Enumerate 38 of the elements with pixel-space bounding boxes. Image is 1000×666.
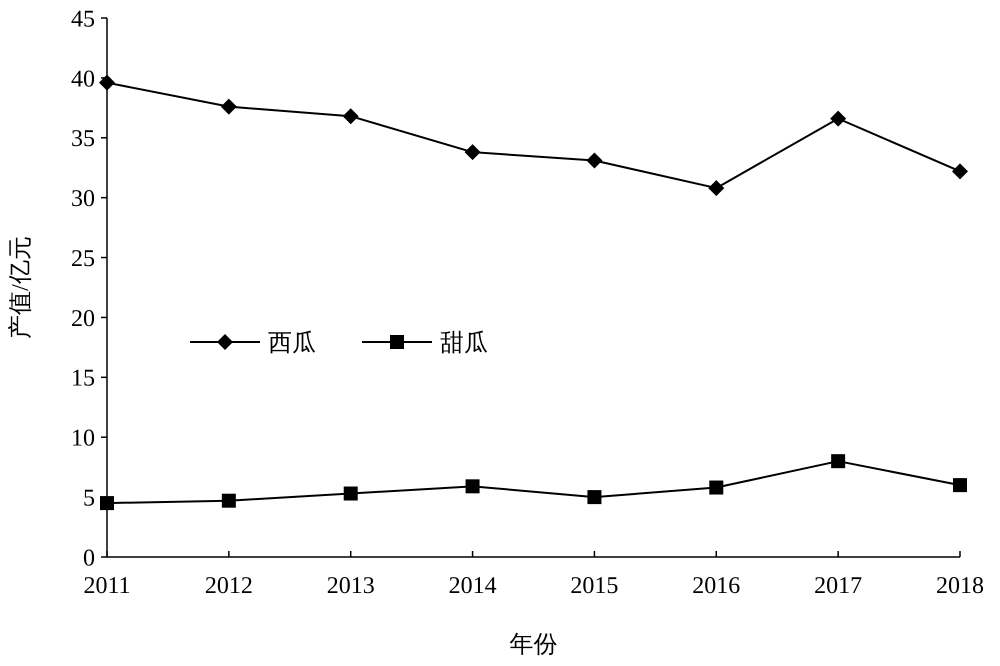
legend-label: 甜瓜 (440, 330, 488, 356)
x-tick-label: 2014 (448, 573, 497, 599)
y-tick-label: 35 (71, 126, 95, 152)
point (587, 490, 602, 504)
x-tick-label: 2018 (936, 573, 984, 599)
point (830, 110, 846, 127)
point (953, 478, 967, 492)
point (222, 494, 236, 508)
y-tick-label: 25 (71, 246, 95, 272)
y-tick-label: 45 (71, 6, 95, 32)
point (344, 486, 358, 501)
y-tick-label: 40 (71, 66, 95, 92)
point (952, 163, 968, 180)
point (831, 454, 846, 468)
x-tick-label: 2017 (814, 573, 862, 599)
x-axis-title: 年份 (510, 632, 558, 658)
legend-label: 西瓜 (268, 330, 316, 356)
point (464, 144, 481, 160)
x-tick-label: 2011 (83, 573, 131, 599)
y-tick-label: 10 (71, 426, 95, 452)
point (709, 480, 724, 495)
y-axis-title: 产值/亿元 (7, 236, 34, 339)
point (708, 180, 724, 196)
y-tick-label: 5 (83, 486, 95, 512)
point (586, 152, 602, 169)
x-tick-label: 2013 (326, 573, 375, 599)
point (99, 74, 115, 91)
x-tick-label: 2016 (692, 573, 740, 599)
point (466, 479, 480, 494)
x-tick-label: 2012 (204, 573, 253, 599)
point (342, 108, 359, 124)
point (100, 496, 114, 510)
y-tick-label: 30 (71, 186, 95, 212)
y-tick-label: 15 (71, 366, 95, 392)
y-tick-label: 0 (83, 545, 95, 572)
x-tick-label: 2015 (570, 573, 618, 599)
y-tick-label: 20 (71, 306, 95, 332)
point (220, 98, 237, 115)
